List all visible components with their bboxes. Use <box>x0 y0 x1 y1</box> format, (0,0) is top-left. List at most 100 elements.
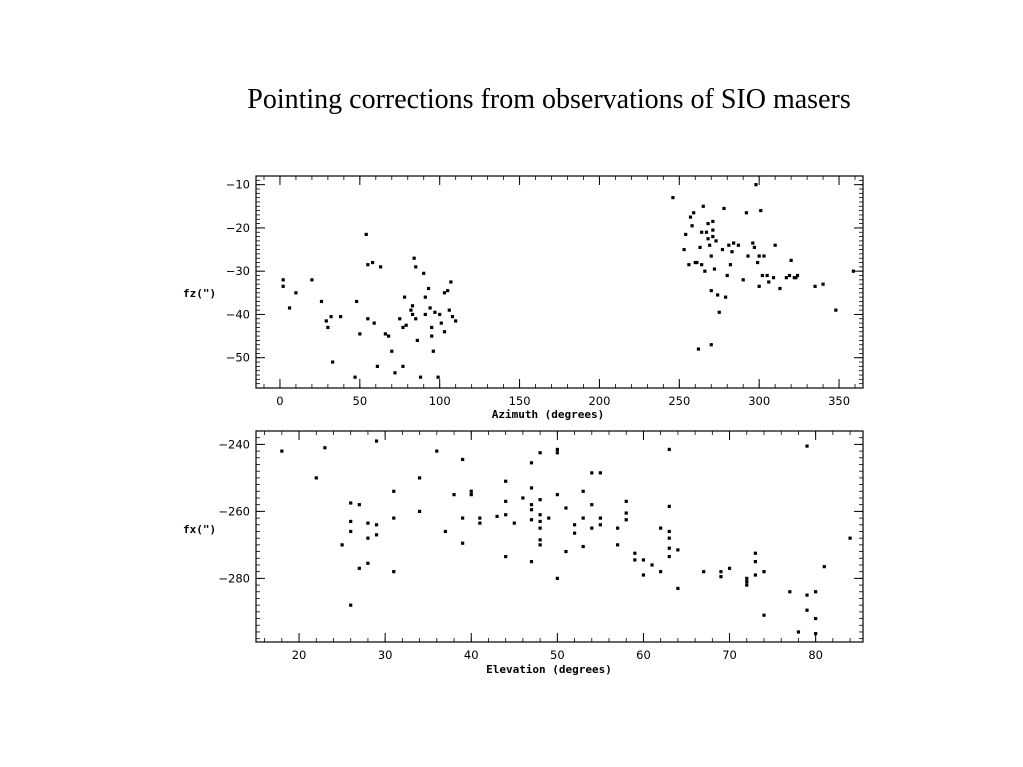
data-point <box>340 543 344 547</box>
data-point <box>695 260 699 265</box>
data-point <box>461 457 465 462</box>
data-point <box>504 554 508 559</box>
data-point <box>449 280 453 284</box>
data-point <box>744 211 748 215</box>
data-point <box>709 343 713 347</box>
data-point <box>712 267 717 271</box>
data-point <box>659 526 663 530</box>
data-point <box>698 245 702 249</box>
data-point <box>366 521 370 525</box>
data-point <box>581 489 585 493</box>
data-point <box>771 276 776 280</box>
data-point <box>409 308 413 312</box>
data-point <box>727 243 731 247</box>
data-point <box>436 375 440 379</box>
data-point <box>671 196 675 200</box>
data-point <box>430 334 434 338</box>
data-point <box>753 573 757 577</box>
data-point <box>703 269 707 273</box>
data-point <box>287 306 292 310</box>
data-point <box>415 338 419 343</box>
data-point <box>624 511 628 515</box>
data-point <box>724 295 728 299</box>
x-tick-label: 50 <box>550 648 565 662</box>
data-point <box>741 278 745 282</box>
data-point <box>398 317 402 321</box>
data-point <box>787 273 792 278</box>
y-tick-label: −20 <box>226 221 250 235</box>
plot-frame <box>255 175 864 389</box>
data-point <box>753 551 757 555</box>
elevation-chart: Elevation (degrees) fx(") 20 30 40 50 60 70 80… <box>183 430 864 676</box>
data-point <box>755 260 760 265</box>
data-point <box>753 560 757 564</box>
data-point <box>725 273 729 278</box>
slide-title: Pointing corrections from observations o… <box>247 84 851 115</box>
data-point <box>423 312 427 317</box>
data-point <box>349 519 353 524</box>
y-axis-label: fx(") <box>183 523 216 536</box>
data-point <box>331 360 335 364</box>
data-point <box>746 254 750 258</box>
data-point <box>529 508 534 512</box>
plot-frame <box>255 430 864 643</box>
data-point <box>529 486 534 490</box>
data-point <box>357 503 361 507</box>
data-point <box>439 321 443 325</box>
data-point <box>442 291 447 295</box>
data-point <box>778 286 782 291</box>
data-point <box>392 516 396 520</box>
data-point <box>784 276 788 280</box>
data-point <box>814 616 818 621</box>
data-point <box>386 334 391 338</box>
data-point <box>353 375 357 379</box>
data-point <box>319 299 324 304</box>
data-point <box>529 518 534 522</box>
data-point <box>478 516 482 520</box>
data-point <box>794 276 798 280</box>
data-point <box>692 211 696 215</box>
data-point <box>736 243 741 247</box>
data-point <box>364 232 368 237</box>
data-point <box>814 590 818 594</box>
data-point <box>762 570 766 574</box>
data-point <box>281 284 285 288</box>
data-point <box>495 514 499 519</box>
data-point <box>624 518 628 522</box>
data-point <box>564 549 568 554</box>
data-point <box>538 526 542 530</box>
data-point <box>538 519 542 524</box>
data-point <box>442 330 447 334</box>
x-tick-label: 250 <box>668 394 690 408</box>
data-point <box>616 543 620 547</box>
data-point <box>624 499 628 503</box>
data-point <box>438 312 442 317</box>
data-point <box>555 447 559 452</box>
x-tick-label: 100 <box>429 394 451 408</box>
data-point <box>789 258 793 262</box>
data-point <box>759 209 763 213</box>
data-point <box>684 232 688 237</box>
data-point <box>795 273 800 278</box>
data-point <box>446 289 450 293</box>
y-tick-label: −240 <box>218 437 250 451</box>
data-point <box>538 513 542 517</box>
data-point <box>757 284 761 288</box>
data-point <box>281 278 285 282</box>
data-point <box>374 439 379 443</box>
data-point <box>378 265 383 269</box>
data-point <box>326 325 330 330</box>
data-point <box>760 273 764 278</box>
data-point <box>701 204 705 208</box>
y-tick-label: −280 <box>218 571 250 585</box>
x-tick-label: 20 <box>292 648 307 662</box>
data-point <box>422 271 426 275</box>
data-point <box>355 299 359 304</box>
data-point <box>720 247 725 252</box>
data-point <box>417 509 422 513</box>
data-point <box>659 570 663 574</box>
data-point <box>641 573 646 577</box>
data-point <box>696 347 701 351</box>
data-point <box>310 278 314 282</box>
